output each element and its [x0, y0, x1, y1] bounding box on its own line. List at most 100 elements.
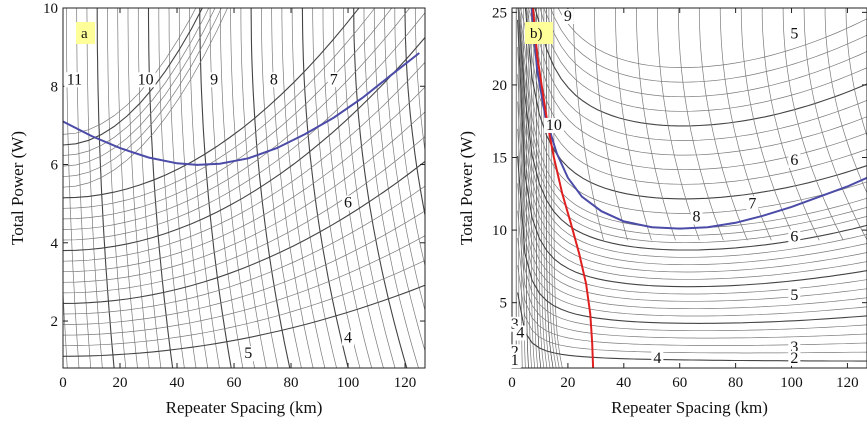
contour-line [615, 8, 652, 241]
contour-line [517, 292, 867, 362]
contour-line [526, 8, 867, 171]
contour-line [546, 8, 554, 368]
x-axis-label: Repeater Spacing (km) [166, 398, 323, 417]
contour-line [332, 8, 384, 368]
contour-label: 2 [790, 350, 798, 367]
contour-lines [515, 8, 867, 368]
x-tick-label: 80 [284, 375, 299, 391]
contour-line [343, 8, 396, 368]
contour-label-bg [342, 330, 355, 346]
contour-line [373, 8, 425, 352]
contour-line [271, 8, 314, 368]
x-tick-label: 20 [113, 375, 128, 391]
contour-line [533, 8, 867, 141]
contour-line [517, 156, 867, 324]
contour-line [63, 260, 425, 347]
contour-line [199, 8, 232, 368]
contour-label-bg [788, 350, 801, 366]
contour-line [240, 8, 279, 368]
contour-label: 4 [653, 350, 661, 367]
contour-line [518, 8, 867, 244]
contour-line [594, 8, 628, 241]
y-tick-label: 4 [51, 236, 59, 252]
contour-line [518, 8, 867, 236]
contour-line [761, 8, 820, 241]
contour-line [845, 8, 867, 138]
contour-line [63, 12, 425, 241]
x-tick-label: 40 [616, 375, 631, 391]
contour-label-bg [651, 350, 664, 366]
contour-line [63, 36, 425, 252]
contour-label-bg [508, 353, 521, 369]
contour-line [63, 86, 425, 273]
y-axis-label: Total Power (W) [457, 131, 476, 245]
contour-line [657, 8, 700, 241]
contour-label: 5 [790, 25, 798, 42]
contour-line [543, 8, 867, 98]
contour-line [291, 8, 337, 368]
contour-label-bg [690, 209, 703, 225]
contour-label: 1 [511, 352, 519, 369]
contour-line [117, 8, 138, 368]
contour-label-bg [788, 287, 801, 303]
contour-line [281, 8, 326, 368]
contour-line [63, 160, 425, 304]
contour-line [63, 8, 210, 156]
panel-label-highlight [525, 22, 553, 44]
x-axis-label: Repeater Spacing (km) [611, 398, 768, 417]
contour-label-bg [242, 346, 255, 362]
contour-line [312, 8, 361, 368]
contour-line [63, 8, 360, 199]
y-tick-label: 10 [43, 1, 58, 17]
x-tick-label: 120 [394, 375, 417, 391]
contour-label: 4 [344, 330, 352, 347]
contour-line [63, 8, 228, 188]
contour-line [517, 237, 867, 346]
x-tick-label: 100 [337, 375, 360, 391]
contour-line [517, 101, 867, 310]
x-tick-label: 0 [59, 375, 67, 391]
contour-line [63, 8, 216, 167]
contour-line [63, 61, 425, 262]
contour-line [525, 8, 529, 368]
contour-line [46, 8, 59, 425]
contour-label-bg [788, 229, 801, 245]
contour-line [63, 8, 197, 135]
contour-line [63, 284, 425, 357]
contour-label: 4 [516, 325, 524, 342]
contour-label: 8 [270, 71, 278, 88]
contour-line [189, 8, 220, 368]
contour-line [250, 8, 291, 368]
contour-line [322, 8, 373, 368]
x-tick-label: 60 [672, 375, 687, 391]
contour-line [178, 8, 209, 368]
contour-line [824, 8, 867, 194]
contour-label: 7 [330, 71, 338, 88]
contour-label: 5 [244, 345, 252, 362]
contour-line [63, 8, 222, 178]
contour-line [518, 8, 867, 229]
contour-label-bg [208, 72, 221, 88]
panel-a: 0 20 40 60 80 100 120 2 4 6 8 10 Repeater Spacing (k… [8, 1, 426, 425]
contour-line [404, 8, 425, 219]
contour-label: 6 [344, 195, 352, 212]
plot-area [515, 8, 867, 368]
contour-label: 6 [790, 152, 798, 169]
x-tick-label: 0 [508, 375, 516, 391]
y-tick-label: 25 [492, 5, 507, 21]
contour-line [525, 8, 867, 185]
contour-label: 9 [210, 71, 218, 88]
contour-line [414, 8, 425, 154]
x-tick-label: 100 [780, 375, 803, 391]
contour-label: 11 [67, 71, 82, 88]
contour-label: 10 [138, 71, 154, 88]
contour-label: 2 [511, 343, 519, 360]
contour-line [677, 8, 724, 241]
contour-lines [46, 8, 425, 425]
contour-line [363, 8, 419, 368]
y-axis-label: Total Power (W) [8, 131, 27, 245]
contour-line [543, 8, 551, 368]
contour-line [219, 8, 255, 368]
contour-line [517, 8, 867, 273]
